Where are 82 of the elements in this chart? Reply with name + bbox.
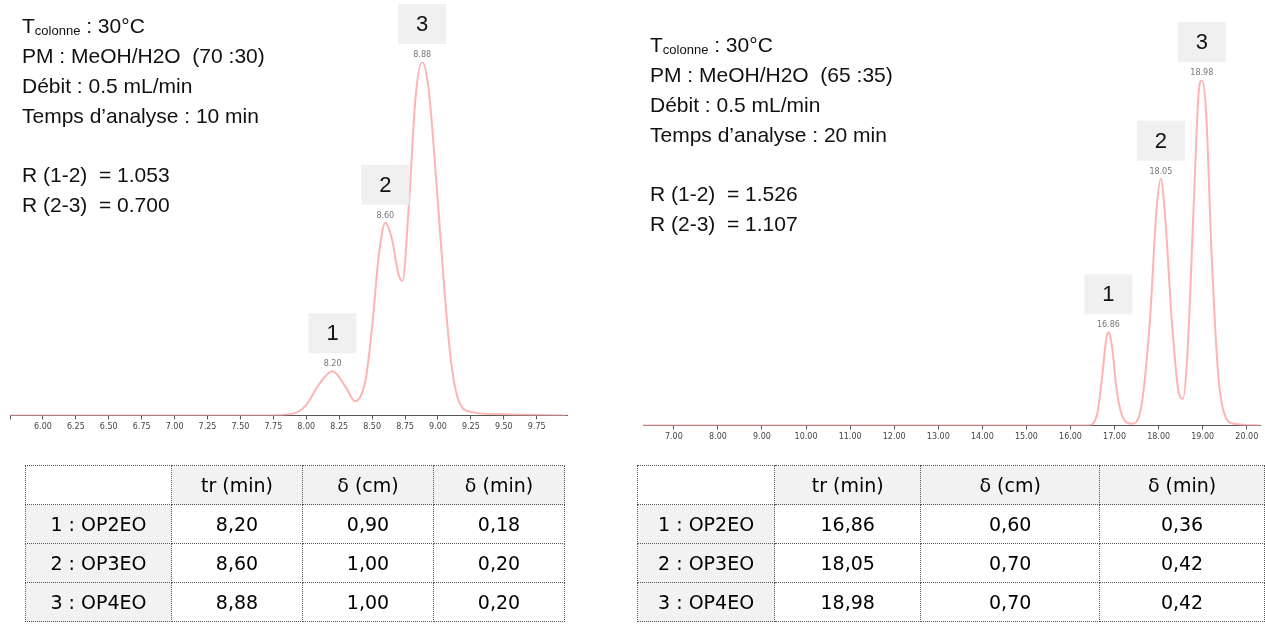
x-tick-label: 7.00 — [165, 422, 184, 432]
category-label: tr (min) — [774, 465, 921, 505]
x-tick-label: 9.00 — [429, 422, 447, 432]
annotation: 18.05 — [1149, 166, 1173, 176]
x-tick-label: 9.00 — [753, 432, 771, 442]
annotation: Débit : 0.5 mL/min — [22, 74, 193, 97]
annotation: 2 — [1154, 127, 1167, 153]
x-tick-label: 6.25 — [66, 422, 85, 432]
annotation: 2 — [379, 171, 392, 197]
annotation: 3 — [1195, 29, 1208, 55]
category-label: 1 : OP2EO — [658, 513, 755, 535]
category-label: 2 : OP3EO — [50, 552, 147, 574]
category-label: δ (cm) — [302, 465, 434, 505]
text: 0,20 — [477, 552, 521, 574]
x-tick-label: 6.75 — [132, 422, 151, 432]
text: 8,88 — [215, 591, 259, 613]
x-tick-label: 8.00 — [709, 432, 727, 442]
x-tick-label: 8.75 — [396, 422, 414, 432]
text: 0,70 — [989, 552, 1032, 574]
annotation: 8.60 — [376, 210, 395, 220]
annotation: 1 — [1102, 281, 1115, 307]
x-tick-label: 14.00 — [970, 432, 994, 442]
text: 0,18 — [477, 513, 521, 535]
category-label: 2 : OP3EO — [658, 552, 755, 574]
category-label: δ (min) — [1099, 465, 1265, 505]
text: 8,60 — [215, 552, 259, 574]
annotation: R (2-3) = 0.700 — [22, 193, 170, 216]
x-tick-label: 8.50 — [363, 422, 382, 432]
annotation: 18.98 — [1190, 68, 1214, 78]
annotation: Temps d’analyse : 10 min — [22, 104, 259, 127]
x-tick-label: 9.50 — [494, 422, 513, 432]
text: 0,70 — [989, 591, 1032, 613]
annotation: 1 — [326, 320, 339, 346]
annotation: 8.20 — [323, 359, 342, 369]
x-tick-label: 11.00 — [838, 432, 862, 442]
text: 1,00 — [346, 552, 390, 574]
text: 0,20 — [477, 591, 521, 613]
x-tick-label: 6.50 — [99, 422, 118, 432]
annotation: 8.88 — [413, 50, 432, 60]
x-tick-label: 10.00 — [794, 432, 818, 442]
category-label: 1 : OP2EO — [50, 513, 147, 535]
text: 0,42 — [1160, 591, 1204, 613]
text: 0,90 — [346, 513, 390, 535]
x-tick-label: 9.25 — [461, 422, 480, 432]
x-tick-label: 19.00 — [1191, 432, 1215, 442]
text: 0,36 — [1160, 513, 1204, 535]
annotation: R (2-3) = 1.107 — [650, 212, 798, 235]
annotation: Temps d’analyse : 20 min — [650, 123, 887, 146]
x-tick-label: 20.00 — [1235, 432, 1259, 442]
annotation: R (1-2) = 1.526 — [650, 182, 798, 205]
x-tick-label: 6.00 — [34, 422, 52, 432]
x-tick-label: 7.00 — [664, 432, 683, 442]
category-label: 3 : OP4EO — [658, 591, 755, 613]
x-tick-label: 18.00 — [1147, 432, 1171, 442]
text: 18,05 — [820, 552, 875, 574]
text: 0,60 — [989, 513, 1032, 535]
category-label: 3 : OP4EO — [50, 591, 147, 613]
x-tick-label: 17.00 — [1103, 432, 1127, 442]
x-tick-label: 9.75 — [527, 422, 546, 432]
annotation: PM : MeOH/H2O (70 :30) — [22, 44, 265, 67]
text: 18,98 — [820, 591, 875, 613]
x-tick-label: 15.00 — [1014, 432, 1038, 442]
x-tick-label: 8.25 — [330, 422, 349, 432]
annotation: PM : MeOH/H2O (65 :35) — [650, 63, 893, 86]
x-tick-label: 8.00 — [297, 422, 316, 432]
x-tick-label: 7.25 — [198, 422, 217, 432]
text: 0,42 — [1160, 552, 1204, 574]
annotation: 16.86 — [1096, 320, 1120, 330]
x-tick-label: 12.00 — [882, 432, 906, 442]
annotation: 3 — [416, 11, 429, 37]
annotation: Débit : 0.5 mL/min — [650, 93, 821, 116]
text: 1,00 — [346, 591, 390, 613]
x-tick-label: 13.00 — [926, 432, 950, 442]
x-tick-label: 7.50 — [231, 422, 250, 432]
text: 8,20 — [215, 513, 259, 535]
x-tick-label: 7.75 — [264, 422, 283, 432]
category-label: δ (min) — [433, 465, 565, 505]
category-label: δ (cm) — [920, 465, 1100, 505]
x-tick-label: 16.00 — [1059, 432, 1082, 442]
annotation: R (1-2) = 1.053 — [22, 163, 170, 186]
text: 16,86 — [820, 513, 875, 535]
category-label: tr (min) — [171, 465, 303, 505]
